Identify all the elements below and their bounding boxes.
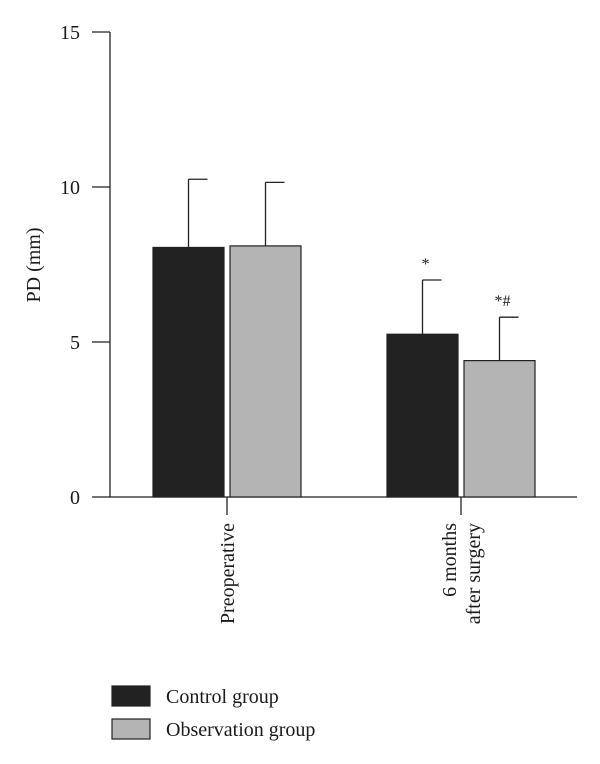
x-tick-label-line: Preoperative — [217, 523, 239, 624]
bar — [386, 333, 459, 498]
y-tick-label: 15 — [60, 22, 80, 44]
bars: * *# — [152, 178, 536, 498]
x-tick-label-line: after surgery — [463, 523, 485, 624]
x-tick-label-line: 6 months — [439, 523, 461, 597]
bar — [463, 360, 536, 498]
significance-label: *# — [495, 293, 511, 310]
legend-swatch — [111, 685, 151, 707]
significance-label: * — [422, 256, 430, 273]
x-tick-labels: Preoperative 6 months after surgery — [217, 523, 485, 624]
y-axis-label: PD (mm) — [23, 228, 45, 303]
legend-swatch — [111, 718, 151, 740]
bar — [152, 246, 225, 498]
x-tick-label: Preoperative — [217, 523, 239, 624]
legend-label: Control group — [166, 686, 279, 708]
legend-label: Observation group — [166, 719, 315, 741]
bar — [229, 245, 302, 498]
y-tick-label: 10 — [60, 177, 80, 199]
y-tick-label: 0 — [70, 487, 80, 509]
legend: Control group Observation group — [111, 685, 315, 741]
x-tick-label: 6 months after surgery — [439, 523, 485, 624]
y-tick-label: 5 — [70, 332, 80, 354]
